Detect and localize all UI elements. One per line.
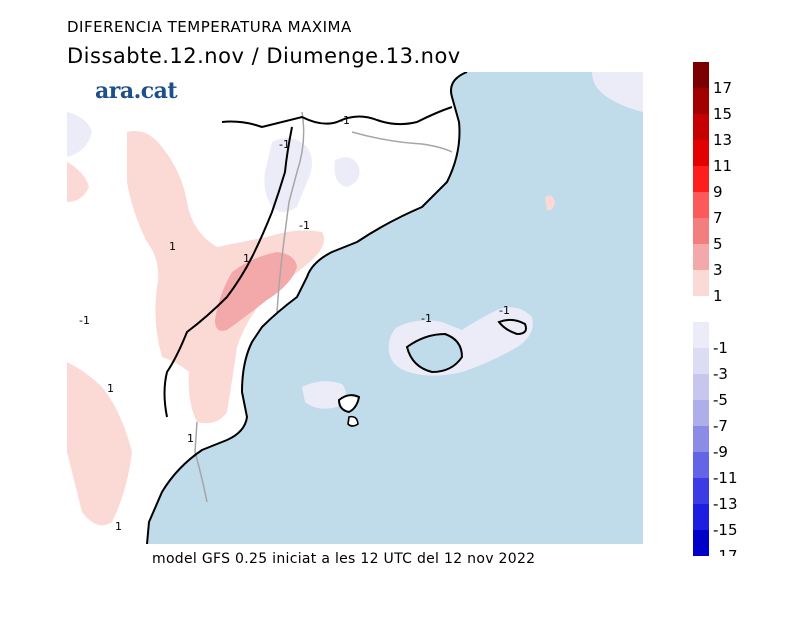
- legend-label-cool-4: -9: [713, 443, 728, 461]
- warm-region-east-islet: [545, 195, 555, 211]
- color-legend: 17 15 13 11 9 7 5 3 1 -1 -3 -5 -7 -9 -11 -13 -15 -17: [693, 62, 783, 556]
- legend-swatch-cool-1: [693, 348, 709, 374]
- legend-label-warm-3: 11: [713, 157, 732, 175]
- legend-canvas: 17 15 13 11 9 7 5 3 1 -1 -3 -5 -7 -9 -11 -13 -15 -17: [693, 62, 738, 556]
- legend-swatch-warm-8: [693, 270, 709, 296]
- map-title: DIFERENCIA TEMPERATURA MAXIMA: [67, 18, 352, 36]
- cool-region-topright: [592, 72, 643, 112]
- legend-label-cool-8: -17: [713, 547, 738, 556]
- legend-swatch-warm-5: [693, 192, 709, 218]
- model-run-info: model GFS 0.25 iniciat a les 12 UTC del …: [152, 551, 536, 567]
- contour-label: 1: [107, 382, 114, 395]
- contour-label: 1: [115, 520, 122, 533]
- legend-label-cool-1: -3: [713, 365, 728, 383]
- western-border: [163, 126, 293, 418]
- cool-region-east: [334, 157, 360, 187]
- legend-swatch-cool-4: [693, 426, 709, 452]
- contour-label: -1: [499, 304, 510, 317]
- island-mallorca: [405, 332, 464, 374]
- contour-label: -1: [79, 314, 90, 327]
- legend-swatch-cool-7: [693, 504, 709, 530]
- temperature-difference-map: -1 -1 -1 1 1 -1 -1 -1 1 1 1: [67, 72, 643, 544]
- legend-label-warm-2: 13: [713, 131, 732, 149]
- legend-label-warm-4: 9: [713, 183, 723, 201]
- sea-area: [147, 72, 643, 544]
- legend-label-cool-0: -1: [713, 339, 728, 357]
- legend-swatch-cool-3: [693, 400, 709, 426]
- legend-label-warm-6: 5: [713, 235, 723, 253]
- legend-swatch-cool-0: [693, 322, 709, 348]
- warm-region-southwest: [67, 362, 132, 526]
- legend-swatch-warm-3: [693, 140, 709, 166]
- contour-label: -1: [279, 138, 290, 151]
- legend-label-warm-8: 1: [713, 287, 723, 305]
- legend-swatch-warm-0: [693, 62, 709, 88]
- internal-boundary-south: [194, 421, 208, 503]
- legend-label-warm-1: 15: [713, 105, 732, 123]
- legend-swatch-cool-6: [693, 478, 709, 504]
- island-menorca: [497, 318, 527, 336]
- cool-region-south: [302, 381, 346, 409]
- ara-cat-logo: ara.cat: [95, 78, 178, 104]
- legend-swatch-warm-4: [693, 166, 709, 192]
- warm-region-main: [127, 131, 325, 424]
- island-ibiza: [337, 394, 361, 414]
- contour-label: -1: [421, 312, 432, 325]
- contour-label: -1: [339, 114, 350, 127]
- legend-label-cool-6: -13: [713, 495, 738, 513]
- internal-boundary: [276, 111, 305, 313]
- legend-swatch-warm-7: [693, 244, 709, 270]
- island-formentera: [347, 415, 359, 427]
- cool-region-north: [264, 138, 312, 212]
- legend-label-cool-7: -15: [713, 521, 738, 539]
- legend-swatch-cool-2: [693, 374, 709, 400]
- contour-label: 1: [243, 252, 250, 265]
- contour-label: 1: [169, 240, 176, 253]
- legend-label-cool-3: -7: [713, 417, 728, 435]
- map-subtitle: Dissabte.12.nov / Diumenge.13.nov: [67, 44, 461, 68]
- legend-swatch-warm-1: [693, 88, 709, 114]
- northern-border: [221, 106, 453, 129]
- legend-label-cool-2: -5: [713, 391, 728, 409]
- warm-region-inner: [215, 252, 297, 331]
- cool-region-west: [67, 112, 92, 157]
- legend-swatch-cool-5: [693, 452, 709, 478]
- legend-label-warm-0: 17: [713, 79, 732, 97]
- warm-region-northwest: [67, 162, 89, 202]
- internal-boundary-north: [351, 131, 453, 153]
- legend-swatch-warm-2: [693, 114, 709, 140]
- contour-label: -1: [299, 219, 310, 232]
- legend-label-warm-5: 7: [713, 209, 723, 227]
- coastline: [146, 72, 468, 544]
- map-canvas: -1 -1 -1 1 1 -1 -1 -1 1 1 1: [67, 72, 643, 544]
- legend-swatch-cool-8: [693, 530, 709, 556]
- legend-label-cool-5: -11: [713, 469, 738, 487]
- legend-swatch-warm-6: [693, 218, 709, 244]
- contour-label: 1: [187, 432, 194, 445]
- legend-label-warm-7: 3: [713, 261, 723, 279]
